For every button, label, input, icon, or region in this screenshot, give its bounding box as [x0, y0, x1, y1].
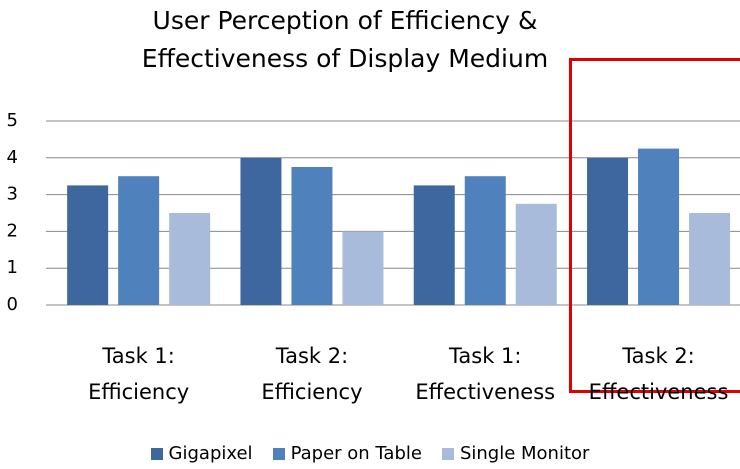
- bar: [638, 148, 680, 305]
- y-tick-label: 3: [7, 184, 18, 205]
- highlight-box: [569, 58, 740, 393]
- bar: [342, 231, 384, 305]
- y-tick-label: 5: [7, 110, 18, 131]
- bar: [464, 176, 506, 305]
- bar: [291, 167, 333, 305]
- y-tick-label: 1: [7, 257, 18, 278]
- bar: [587, 157, 629, 305]
- bar: [118, 176, 160, 305]
- y-tick-label: 0: [7, 294, 18, 315]
- legend-item: Paper on Table: [272, 443, 422, 464]
- bar: [413, 185, 455, 305]
- bar: [515, 203, 557, 305]
- legend: Gigapixel Paper on Table Single Monitor: [0, 443, 740, 464]
- bar: [689, 213, 731, 305]
- bar: [67, 185, 109, 305]
- legend-swatch: [272, 447, 285, 460]
- legend-label: Paper on Table: [290, 443, 422, 464]
- chart-title: User Perception of Efficiency & Effectiv…: [141, 6, 549, 73]
- legend-item: Gigapixel: [150, 443, 253, 464]
- legend-label: Single Monitor: [459, 443, 590, 464]
- legend-label: Gigapixel: [168, 443, 253, 464]
- x-tick-label: Task 2: Efficiency: [261, 344, 363, 404]
- x-tick-label: Task 1: Efficiency: [88, 344, 190, 404]
- x-tick-label: Task 2: Effectiveness: [588, 344, 729, 404]
- bar: [169, 213, 211, 305]
- legend-item: Single Monitor: [441, 443, 590, 464]
- y-tick-label: 2: [7, 220, 18, 241]
- legend-swatch: [150, 447, 163, 460]
- bar: [240, 157, 282, 305]
- y-tick-label: 4: [7, 147, 18, 168]
- legend-swatch: [441, 447, 454, 460]
- x-tick-label: Task 1: Effectiveness: [415, 344, 556, 404]
